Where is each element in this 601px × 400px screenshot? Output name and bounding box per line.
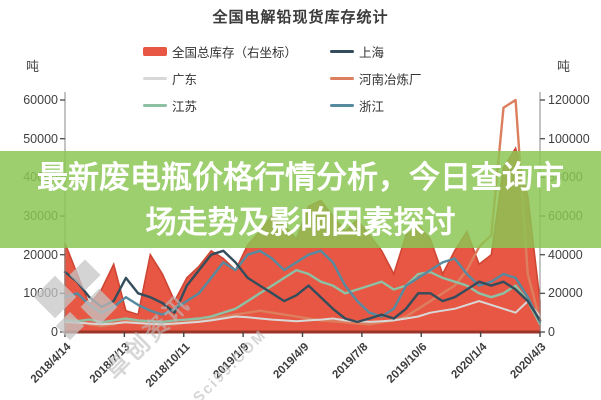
- right-tick-label: 0: [548, 325, 555, 339]
- right-tick-label: 100000: [548, 131, 590, 146]
- legend-item-2: 广东: [143, 65, 330, 92]
- headline-line-1: 最新废电瓶价格行情分析，今日查询市: [37, 159, 564, 195]
- legend-swatch-icon: [143, 77, 167, 80]
- left-tick-label: 10000: [23, 286, 58, 301]
- left-tick-label: 0: [51, 325, 58, 339]
- left-tick-label: 60000: [23, 93, 58, 107]
- legend-item-1: 上海: [330, 38, 500, 65]
- right-tick-label: 120000: [548, 93, 590, 107]
- series-line-浙江: [63, 249, 542, 324]
- legend-item-3: 河南冶炼厂: [330, 65, 500, 92]
- legend-label: 江苏: [172, 100, 198, 114]
- chart-title: 全国电解铅现货库存统计: [212, 9, 389, 26]
- legend-swatch-icon: [330, 77, 354, 80]
- legend-swatch-icon: [330, 104, 354, 107]
- left-tick-label: 20000: [23, 247, 58, 262]
- legend-item-0: 全国总库存（右坐标）: [143, 38, 330, 65]
- left-axis-unit: 吨: [26, 59, 40, 74]
- headline-banner: 最新废电瓶价格行情分析，今日查询市 场走势及影响因素探讨: [0, 151, 601, 248]
- legend-label: 广东: [172, 73, 198, 87]
- right-axis-unit: 吨: [557, 59, 571, 74]
- series-line-广东: [64, 300, 541, 326]
- legend-item-5: 浙江: [330, 92, 500, 119]
- right-tick-label: 20000: [548, 286, 583, 301]
- legend-label: 全国总库存（右坐标）: [172, 46, 298, 60]
- headline-line-2: 场走势及影响因素探讨: [145, 204, 456, 240]
- left-tick-label: 50000: [23, 131, 58, 146]
- right-tick-label: 40000: [548, 247, 583, 262]
- series-line-江苏: [63, 268, 542, 326]
- legend-label: 浙江: [359, 100, 385, 114]
- legend-swatch-icon: [143, 104, 167, 107]
- legend-label: 河南冶炼厂: [359, 73, 422, 87]
- legend: 全国总库存（右坐标） 上海广东 河南冶炼厂江苏 浙江: [143, 38, 500, 119]
- legend-label: 上海: [359, 46, 385, 60]
- legend-item-4: 江苏: [143, 92, 330, 119]
- legend-swatch-icon: [330, 50, 354, 53]
- legend-swatch-icon: [143, 47, 167, 56]
- series-line-上海: [63, 249, 542, 324]
